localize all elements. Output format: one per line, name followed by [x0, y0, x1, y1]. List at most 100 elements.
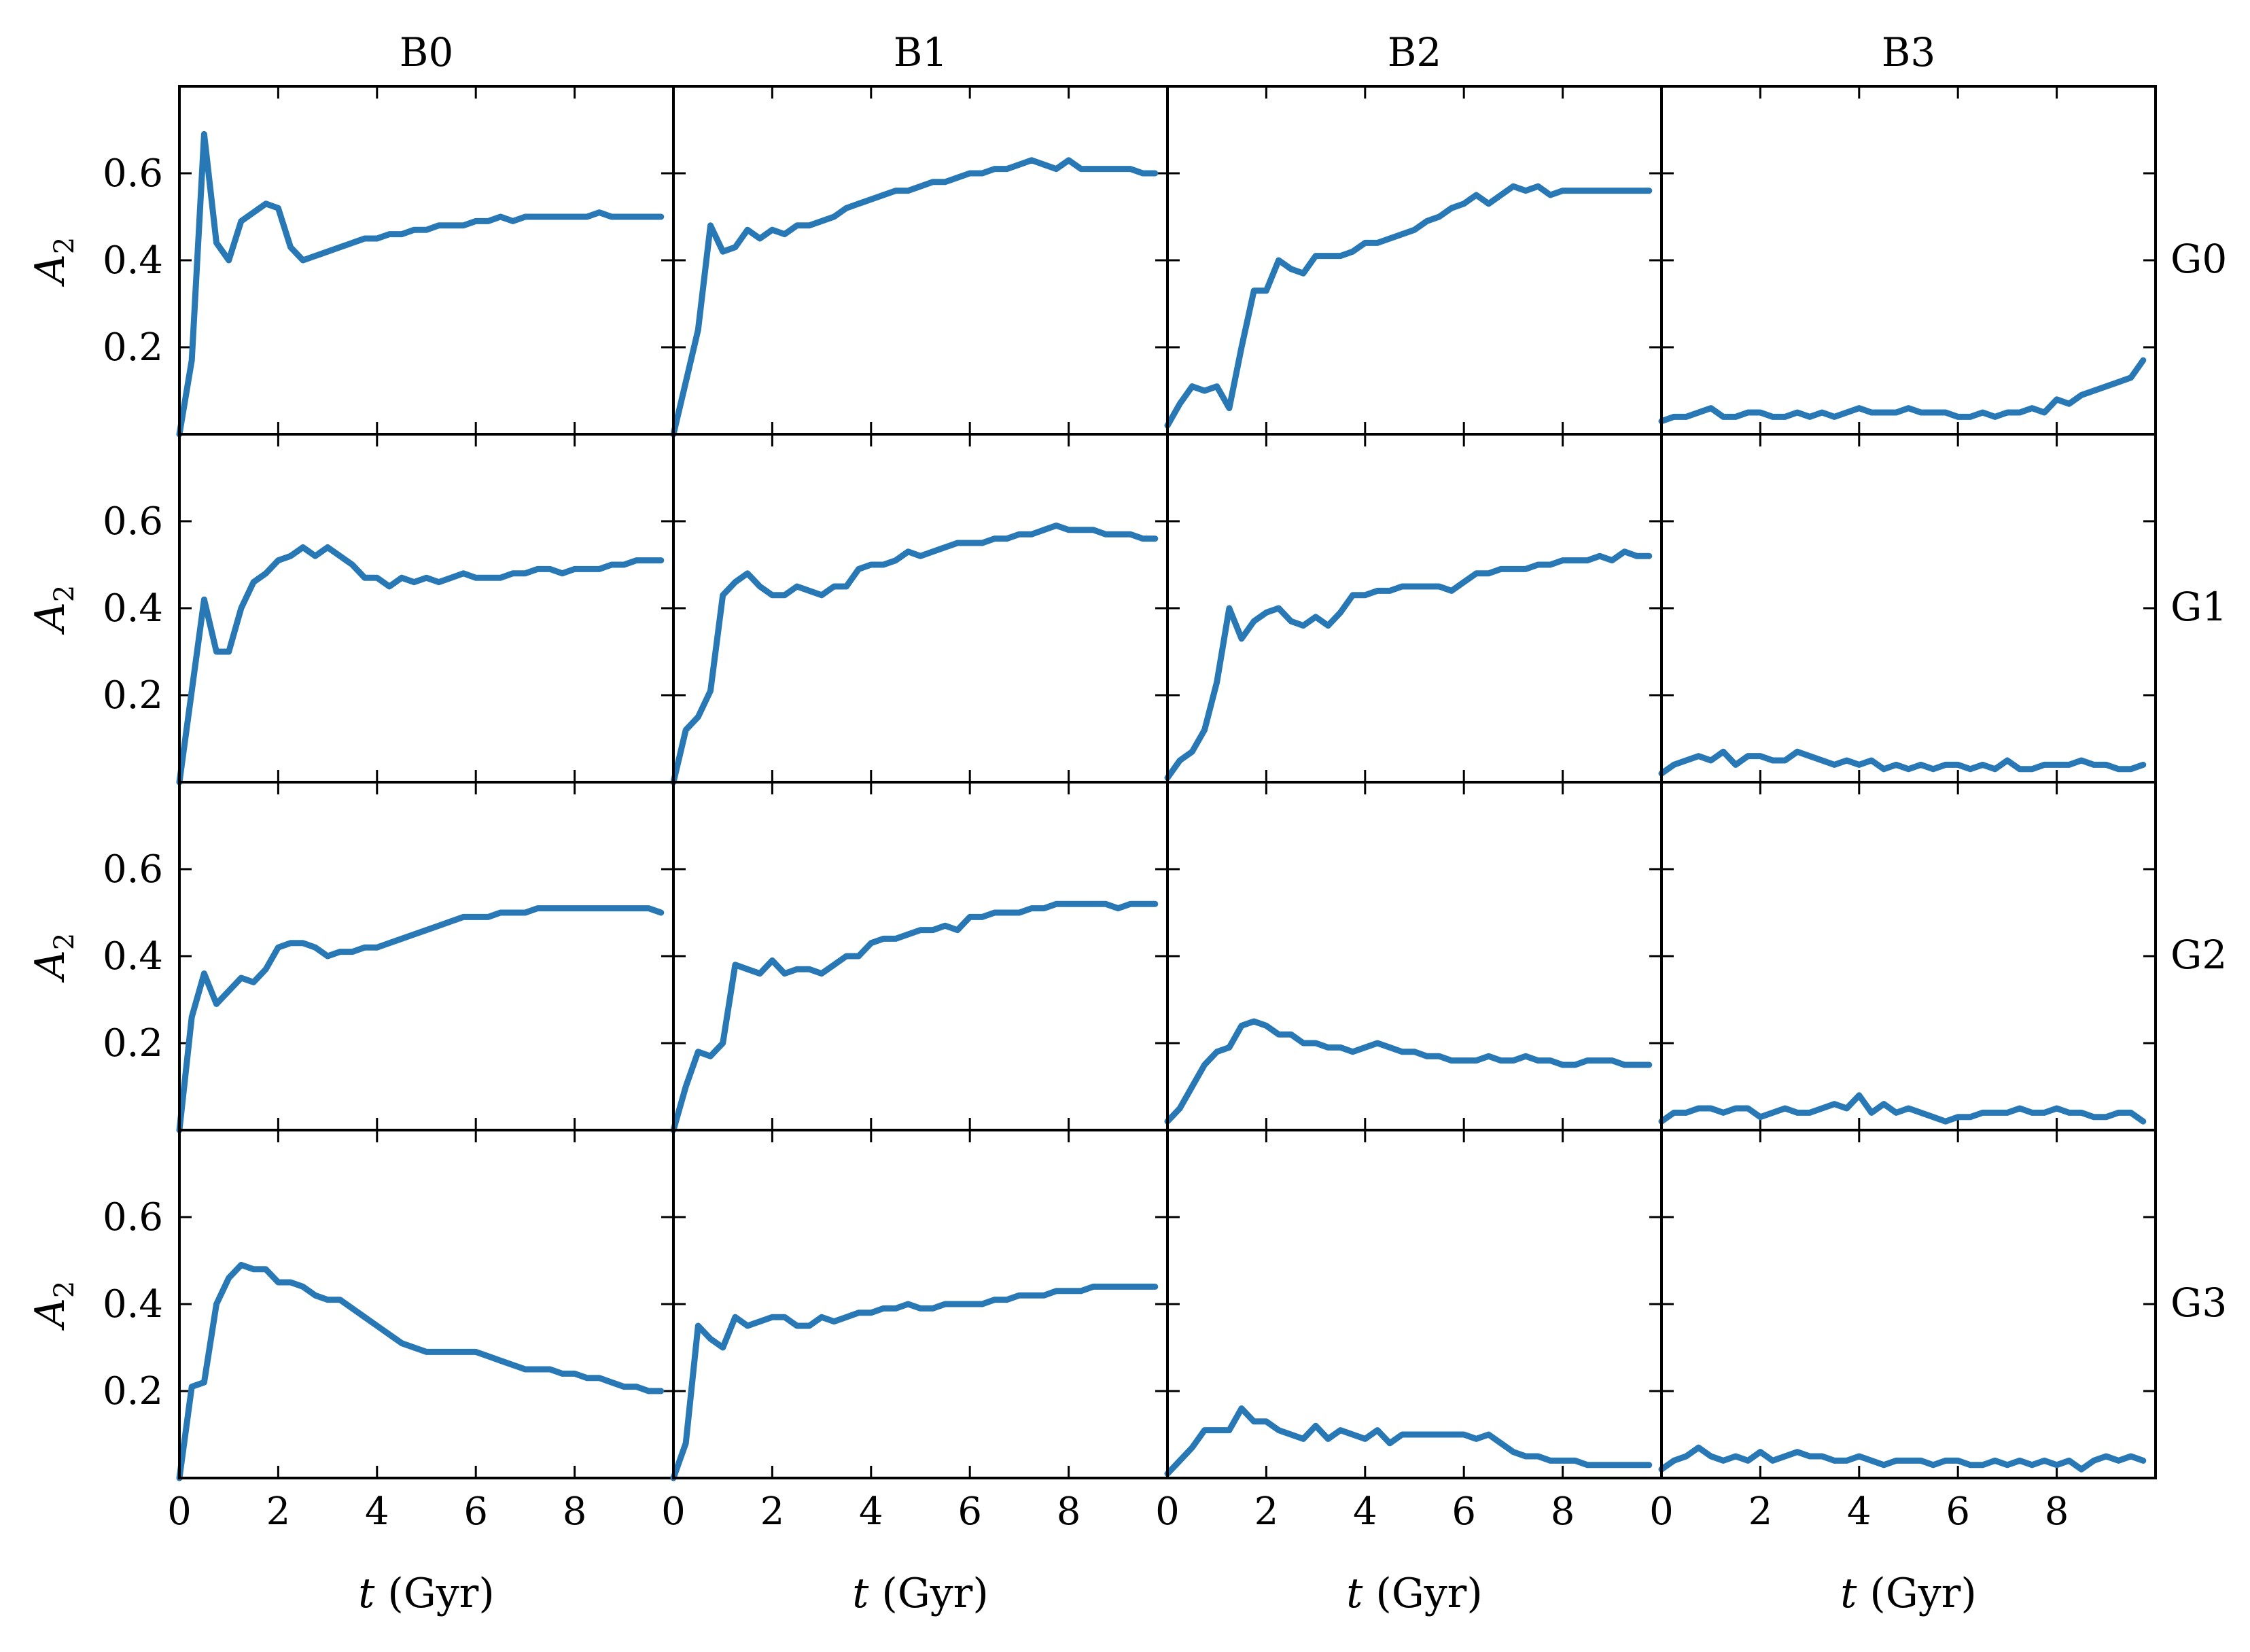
y-axis-subscript: 2: [49, 933, 80, 950]
panel-frame: [1660, 1129, 2157, 1479]
panel-g2-b0: 0.2 0.4 0.6 A2: [27, 781, 675, 1133]
panel-frame: [178, 1129, 675, 1479]
panel-frame: [1166, 433, 1663, 784]
panel-g2-b2: [1164, 781, 1663, 1131]
panel-frame: [1660, 433, 2157, 784]
y-tick-label: 0.6: [103, 847, 163, 892]
y-tick-label: 0.2: [103, 673, 163, 718]
x-tick-label: 8: [1057, 1490, 1081, 1534]
y-tick-label: 0.6: [103, 1195, 163, 1240]
series-line-g1-b1: [670, 522, 1159, 786]
y-axis-subscript: 2: [49, 1281, 80, 1298]
x-tick-label: 8: [2045, 1490, 2069, 1534]
x-axis-unit: (Gyr): [374, 1570, 494, 1617]
series-line-g0-b2: [1164, 183, 1653, 429]
x-tick-label: 6: [463, 1490, 488, 1534]
panel-g3-b2: 0 2 4 6 8 t (Gyr): [1155, 1129, 1663, 1617]
series-line-g3-b2: [1164, 1405, 1653, 1477]
series-line-g3-b1: [670, 1283, 1159, 1481]
y-tick-label: 0.4: [103, 934, 163, 979]
x-tick-label: 0: [1649, 1490, 1674, 1534]
panel-frame: [672, 781, 1169, 1131]
x-axis-symbol: t: [358, 1570, 375, 1617]
y-axis-title: A2: [27, 585, 80, 635]
panel-g1-b1: [670, 433, 1169, 786]
y-axis-title: A2: [27, 237, 80, 287]
x-tick-label: 4: [859, 1490, 883, 1534]
y-tick-label: 0.6: [103, 152, 163, 196]
y-tick-label: 0.2: [103, 1021, 163, 1066]
panel-g0-b0: 0.2 0.4 0.6 A2: [27, 85, 675, 438]
series-line-g1-b3: [1658, 748, 2147, 777]
y-tick-label: 0.4: [103, 1282, 163, 1326]
y-axis-subscript: 2: [49, 585, 80, 602]
row-label-g3: G3: [2170, 1280, 2227, 1326]
panel-frame: [1166, 85, 1663, 436]
x-tick-label: 2: [1748, 1490, 1773, 1534]
y-tick-label: 0.2: [103, 1369, 163, 1413]
y-tick-label: 0.2: [103, 326, 163, 370]
x-tick-label: 6: [957, 1490, 982, 1534]
panel-frame: [178, 85, 675, 436]
x-tick-label: 0: [661, 1490, 686, 1534]
panel-g0-b3: [1658, 85, 2157, 436]
x-tick-label: 4: [1353, 1490, 1377, 1534]
panel-g2-b3: [1658, 781, 2157, 1131]
panel-g1-b3: [1658, 433, 2157, 784]
column-title-b3: B3: [1882, 29, 1936, 75]
series-line-g3-b3: [1658, 1444, 2147, 1473]
series-line-g0-b0: [176, 130, 665, 438]
x-tick-label: 2: [1254, 1490, 1279, 1534]
panel-frame: [672, 85, 1169, 436]
panel-frame: [672, 433, 1169, 784]
y-tick-label: 0.4: [103, 586, 163, 631]
y-axis-title: A2: [27, 1281, 80, 1331]
x-axis-title: t (Gyr): [358, 1570, 495, 1617]
series-line-g1-b0: [176, 544, 665, 786]
x-axis-unit: (Gyr): [868, 1570, 988, 1617]
panel-frame: [1166, 781, 1663, 1131]
panel-frame: [1660, 85, 2157, 436]
series-line-g2-b1: [670, 900, 1159, 1133]
x-axis-title: t (Gyr): [1346, 1570, 1483, 1617]
series-line-g0-b3: [1658, 357, 2147, 425]
panel-g2-b1: [670, 781, 1169, 1133]
panel-g3-b3: 0 2 4 6 8 t (Gyr): [1649, 1129, 2157, 1617]
y-axis-title: A2: [27, 933, 80, 983]
x-axis-symbol: t: [1346, 1570, 1363, 1617]
series-line-g3-b0: [176, 1261, 665, 1481]
series-line-g2-b3: [1658, 1092, 2147, 1125]
x-tick-label: 2: [266, 1490, 291, 1534]
row-label-g1: G1: [2170, 584, 2227, 630]
x-tick-label: 2: [760, 1490, 785, 1534]
x-axis-title: t (Gyr): [1840, 1570, 1977, 1617]
panel-g0-b1: [670, 85, 1169, 438]
x-axis-symbol: t: [852, 1570, 869, 1617]
x-axis-title: t (Gyr): [852, 1570, 989, 1617]
x-axis-unit: (Gyr): [1363, 1570, 1482, 1617]
panel-g1-b2: [1164, 433, 1663, 784]
x-tick-label: 0: [1155, 1490, 1180, 1534]
panel-g3-b1: 0 2 4 6 8 t (Gyr): [661, 1129, 1169, 1617]
y-axis-symbol: A: [27, 602, 74, 635]
x-tick-label: 4: [1847, 1490, 1871, 1534]
x-tick-label: 4: [365, 1490, 389, 1534]
panel-frame: [1660, 781, 2157, 1131]
y-axis-subscript: 2: [49, 237, 80, 254]
row-label-g0: G0: [2170, 236, 2227, 282]
panel-frame: [672, 1129, 1169, 1479]
x-tick-label: 8: [1551, 1490, 1575, 1534]
column-title-b0: B0: [400, 29, 454, 75]
x-tick-label: 6: [1452, 1490, 1476, 1534]
panels: 0.20.40.6A20.20.40.6A20.20.40.6A20.20.40…: [27, 85, 2157, 1617]
row-label-g2: G2: [2170, 932, 2227, 978]
x-tick-label: 6: [1946, 1490, 1970, 1534]
y-axis-symbol: A: [27, 1298, 74, 1331]
x-axis-unit: (Gyr): [1857, 1570, 1976, 1617]
panel-frame: [178, 781, 675, 1131]
y-axis-symbol: A: [27, 950, 74, 983]
y-tick-label: 0.6: [103, 499, 163, 544]
series-line-g1-b2: [1164, 548, 1653, 781]
panel-g1-b0: 0.2 0.4 0.6 A2: [27, 433, 675, 786]
